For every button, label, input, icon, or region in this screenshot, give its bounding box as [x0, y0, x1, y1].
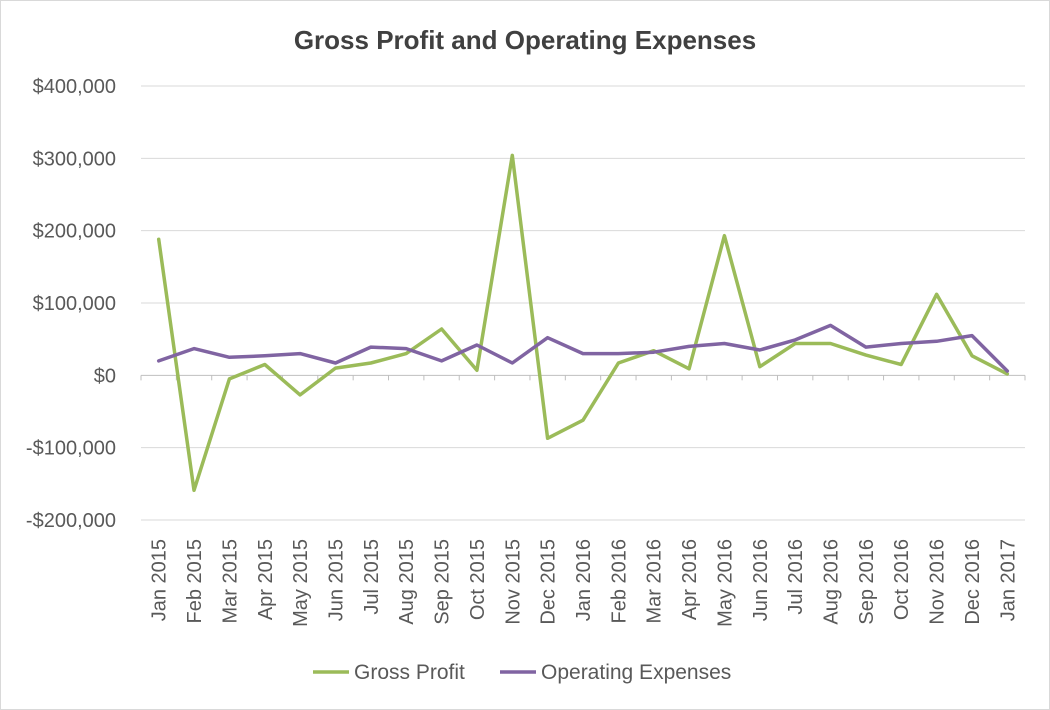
x-tick-label: Jan 2016 [573, 539, 595, 621]
x-tick-label: Mar 2015 [219, 539, 241, 624]
legend-label: Operating Expenses [541, 661, 731, 684]
x-tick-label: Jan 2015 [149, 539, 171, 621]
chart-title: Gross Profit and Operating Expenses [294, 25, 756, 55]
series-line-gross-profit [156, 153, 1010, 493]
x-tick-label: Dec 2015 [538, 539, 560, 625]
x-tick-label: Jun 2015 [325, 539, 347, 621]
gridlines [141, 85, 1025, 521]
y-tick-label: $300,000 [33, 148, 116, 170]
x-tick-label: Oct 2016 [891, 539, 913, 620]
x-tick-label: Jul 2015 [361, 539, 383, 615]
x-tick-label: Feb 2016 [608, 539, 630, 624]
x-tick-label: Apr 2015 [255, 539, 277, 620]
x-tick-label: Jan 2017 [997, 539, 1019, 621]
y-tick-label: $0 [94, 365, 116, 387]
x-tick-label: Nov 2015 [502, 539, 524, 625]
x-tick-label: May 2016 [714, 539, 736, 627]
x-tick-label: Dec 2016 [962, 539, 984, 625]
series-line-operating-expenses [156, 323, 1010, 373]
y-tick-label: $100,000 [33, 293, 116, 315]
y-tick-label: $200,000 [33, 221, 116, 243]
x-tick-label: Nov 2016 [927, 539, 949, 625]
y-tick-label: -$100,000 [26, 438, 116, 460]
x-tick-label: Aug 2015 [396, 539, 418, 625]
series-lines [156, 153, 1010, 493]
y-tick-label: $400,000 [33, 76, 116, 98]
x-tick-label: Sep 2016 [856, 539, 878, 625]
x-tick-label: Oct 2015 [467, 539, 489, 620]
x-tick-label: May 2015 [290, 539, 312, 627]
y-tick-label: -$200,000 [26, 510, 116, 532]
x-tick-label: Mar 2016 [644, 539, 666, 624]
y-axis-ticks: $400,000 $300,000 $200,000 $100,000 $0 -$100,… [26, 76, 116, 532]
legend-label: Gross Profit [354, 661, 465, 684]
x-tick-label: Jun 2016 [750, 539, 772, 621]
x-tick-label: Feb 2015 [184, 539, 206, 624]
x-tick-label: Jul 2016 [785, 539, 807, 615]
x-tick-label: Aug 2016 [821, 539, 843, 625]
x-tick-label: Sep 2015 [432, 539, 454, 625]
x-tick-label: Apr 2016 [679, 539, 701, 620]
x-axis-ticks: Jan 2015 Feb 2015 Mar 2015 Apr 2015 May 2015… [140, 375, 1026, 627]
legend: Gross Profit Operating Expenses [313, 661, 731, 684]
